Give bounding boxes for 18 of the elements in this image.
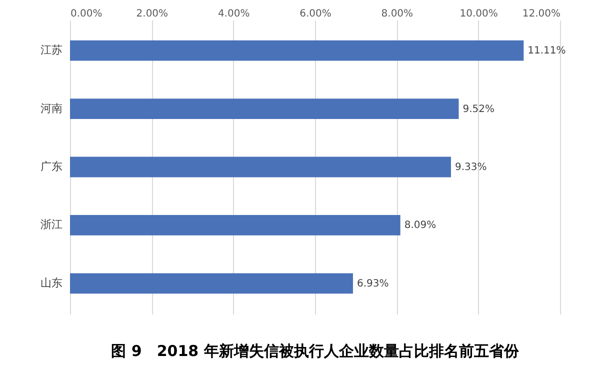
y-tick-label: 浙江 [40, 218, 62, 232]
data-label: 6.93% [356, 278, 389, 290]
x-tick-label: 8.00% [381, 8, 414, 20]
x-tick-label: 12.00% [522, 8, 560, 20]
y-tick-label: 山东 [40, 276, 62, 290]
x-tick-label: 10.00% [460, 8, 498, 20]
y-tick-label: 河南 [40, 102, 62, 115]
x-tick-label: 6.00% [300, 8, 332, 20]
y-tick-label: 江苏 [40, 44, 62, 57]
data-label: 9.52% [462, 104, 495, 115]
data-label: 8.09% [404, 220, 436, 232]
data-label: 11.11% [528, 46, 566, 57]
x-tick-label: 2.00% [136, 8, 168, 20]
text: 图 9 2018 年新增失信被执行人企业数量占比排名前五省份 [111, 342, 520, 360]
data-label: 9.33% [454, 162, 487, 173]
y-tick-label: 广东 [40, 160, 62, 173]
x-tick-label: 4.00% [218, 8, 250, 20]
x-tick-label: 0.00% [70, 8, 102, 20]
